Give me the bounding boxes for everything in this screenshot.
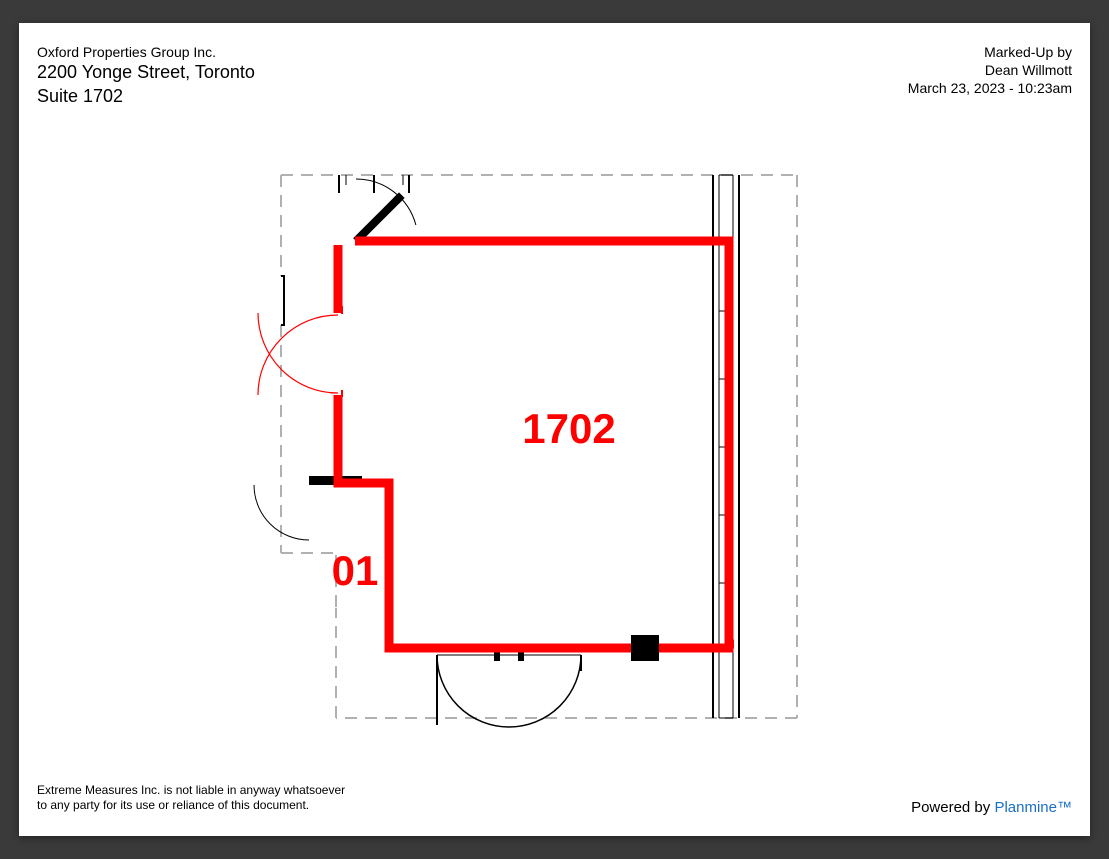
footer-disclaimer: Extreme Measures Inc. is not liable in a… bbox=[37, 783, 345, 814]
document-page: Oxford Properties Group Inc. 2200 Yonge … bbox=[19, 23, 1090, 836]
powered-brand[interactable]: Planmine™ bbox=[994, 799, 1072, 816]
footer-powered: Powered by Planmine™ bbox=[911, 799, 1072, 816]
floorplan-canvas: 1702 01 bbox=[19, 23, 1090, 836]
svg-text:01: 01 bbox=[332, 547, 379, 594]
powered-prefix: Powered by bbox=[911, 799, 994, 816]
floorplan-svg: 1702 01 bbox=[19, 23, 1090, 836]
svg-text:1702: 1702 bbox=[522, 405, 615, 452]
disclaimer-line-2: to any party for its use or reliance of … bbox=[37, 798, 345, 814]
disclaimer-line-1: Extreme Measures Inc. is not liable in a… bbox=[37, 783, 345, 799]
